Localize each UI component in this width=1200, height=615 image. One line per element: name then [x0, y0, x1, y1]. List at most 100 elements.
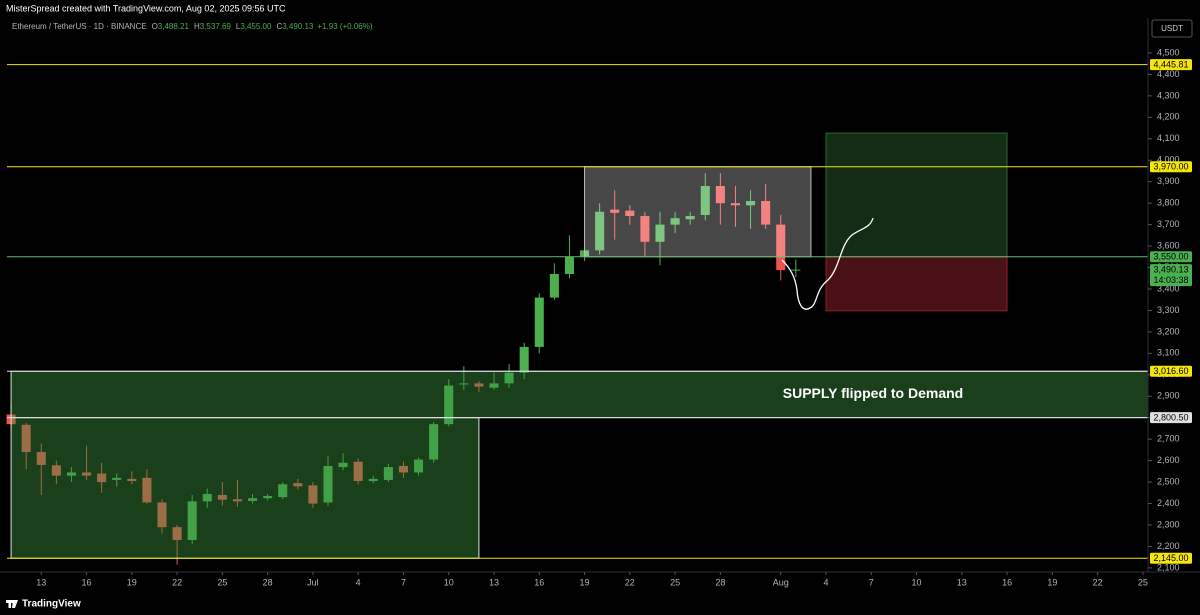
countdown: 14:03:38: [1153, 275, 1188, 285]
ohlc-key: C: [276, 22, 282, 31]
axes: 2,100 2,200 2,300 2,400 2,500 2,600 2,700 2,800…: [36, 47, 1192, 587]
level-label: 3,970.00: [1153, 162, 1188, 172]
candle-body: [474, 383, 484, 387]
candle-body: [610, 209, 620, 213]
y-tick-label: 2,400: [1157, 498, 1180, 508]
brand: TradingView: [22, 599, 81, 610]
plot-area: [6, 64, 1148, 565]
y-tick-label: 4,400: [1157, 69, 1180, 79]
candle-body: [293, 483, 303, 487]
x-tick-label: 22: [172, 577, 182, 587]
x-tick-label: 13: [36, 577, 46, 587]
x-tick-label: 25: [1138, 577, 1148, 587]
x-tick-label: 13: [957, 577, 967, 587]
logo-stem: [8, 600, 11, 608]
y-tick-label: 3,100: [1157, 348, 1180, 358]
level-label-bg: [1150, 251, 1192, 263]
x-tick-label: 25: [217, 577, 227, 587]
y-tick-label: 2,900: [1157, 391, 1180, 401]
y-tick-label: 2,100: [1157, 562, 1180, 572]
candle-body: [776, 224, 786, 271]
x-tick-label: 16: [534, 577, 544, 587]
candle-body: [746, 201, 756, 206]
x-tick-label: 7: [401, 577, 406, 587]
projection-path: [781, 217, 874, 310]
y-tick-label: 4,000: [1157, 155, 1180, 165]
stop-zone: [825, 256, 1008, 312]
level-label: 2,800.50: [1153, 412, 1188, 422]
y-tick-label: 3,200: [1157, 326, 1180, 336]
x-tick-label: 19: [1047, 577, 1057, 587]
level-label: 2,145.00: [1153, 553, 1188, 563]
zone: [584, 166, 812, 258]
zone: [10, 370, 1148, 419]
level-label-bg: [1150, 412, 1192, 424]
x-tick-label: 19: [127, 577, 137, 587]
brand-logo: [6, 600, 18, 608]
y-tick-label: 3,400: [1157, 283, 1180, 293]
candle-body: [685, 216, 695, 220]
level-label-bg: [1150, 552, 1192, 564]
candle-body: [715, 186, 725, 204]
y-tick-label: 2,200: [1157, 541, 1180, 551]
y-tick-label: 2,700: [1157, 434, 1180, 444]
candle-body: [595, 211, 605, 251]
candle-body: [489, 383, 499, 388]
candle-body: [655, 224, 665, 242]
candle-body: [791, 269, 801, 271]
candle-body: [217, 494, 227, 500]
attribution: MisterSpread created with TradingView.co…: [6, 3, 286, 13]
y-tick-label: 3,900: [1157, 176, 1180, 186]
ohlc-key: O: [152, 22, 158, 31]
candle-body: [263, 496, 273, 499]
x-tick-label: 25: [670, 577, 680, 587]
ohlc-value: 3,488.21: [158, 22, 190, 31]
y-tick-label: 2,500: [1157, 476, 1180, 486]
x-tick-label: 28: [715, 577, 725, 587]
level-label: 4,445.81: [1153, 59, 1188, 69]
y-tick-label: 3,800: [1157, 198, 1180, 208]
candle-body: [278, 484, 288, 498]
x-tick-label: 16: [1002, 577, 1012, 587]
ohlc-value: 3,490.13: [282, 22, 314, 31]
candle-body: [700, 186, 710, 215]
candle-body: [202, 493, 212, 502]
y-tick-label: 2,300: [1157, 519, 1180, 529]
candle-body: [338, 462, 348, 468]
ohlc-key: L: [236, 22, 241, 31]
candle-body: [232, 499, 242, 502]
ohlc-key: H: [194, 22, 200, 31]
candle-body: [383, 467, 393, 480]
x-tick-label: 4: [356, 577, 361, 587]
level-label: 3,550.00: [1153, 252, 1188, 262]
candle-body: [670, 218, 680, 225]
candle-body: [82, 472, 92, 476]
x-tick-label: 13: [489, 577, 499, 587]
candle-body: [549, 273, 559, 298]
candle-body: [308, 485, 318, 504]
candle-body: [21, 424, 31, 453]
y-tick-label: 4,100: [1157, 133, 1180, 143]
target-zone: [825, 132, 1008, 258]
currency[interactable]: USDT: [1161, 24, 1183, 33]
x-tick-label: 10: [444, 577, 454, 587]
candle-body: [730, 203, 740, 206]
candle-body: [398, 466, 408, 473]
level-label-bg: [1150, 161, 1192, 173]
x-tick-label: 28: [263, 577, 273, 587]
candle-body: [36, 452, 46, 465]
x-tick-label: 16: [82, 577, 92, 587]
candle-body: [429, 424, 439, 460]
candle-body: [368, 478, 378, 482]
candle-body: [157, 502, 167, 528]
candle-body: [625, 210, 635, 217]
currency-box[interactable]: [1151, 19, 1193, 38]
zone: [10, 417, 480, 559]
y-tick-label: 4,300: [1157, 90, 1180, 100]
y-tick-label: 3,700: [1157, 219, 1180, 229]
change: +1.93 (+0.06%): [317, 22, 372, 31]
candle-body: [353, 461, 363, 482]
